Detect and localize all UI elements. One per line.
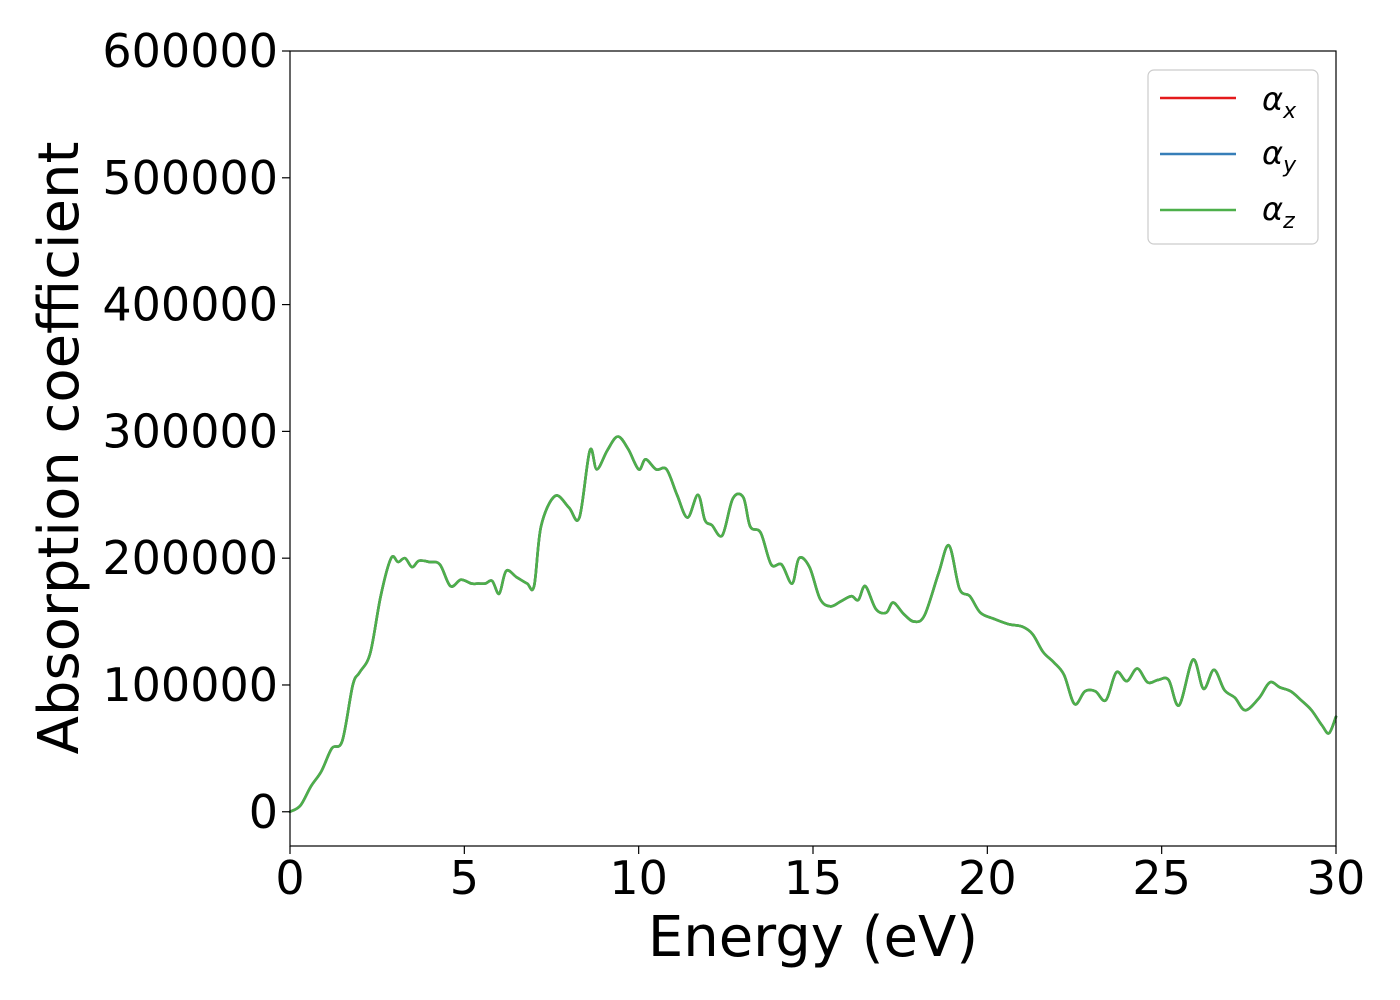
series-layer (288, 435, 1338, 814)
legend-label-z: αz (1262, 190, 1295, 234)
x-tick-label: 10 (609, 851, 668, 905)
x-tick-label: 25 (1132, 851, 1191, 905)
legend-box (1147, 69, 1319, 245)
x-tick-label: 5 (450, 851, 479, 905)
y-tick-label: 200000 (102, 531, 278, 585)
x-tick-label: 0 (275, 851, 304, 905)
y-tick-label: 100000 (102, 658, 278, 712)
x-axis-title: Energy (eV) (648, 905, 978, 970)
y-axis: 0 100000 200000 300000 400000 500000 600000 (102, 24, 290, 839)
y-axis-title: Absorption coefficient (27, 142, 92, 755)
y-tick-label: 500000 (102, 151, 278, 205)
y-tick-label: 600000 (102, 24, 278, 78)
legend-label-y: αy (1262, 134, 1297, 178)
y-tick-label: 0 (249, 785, 278, 839)
x-tick-label: 30 (1307, 851, 1366, 905)
legend-label-x: αx (1262, 80, 1297, 124)
series-line-z (288, 435, 1338, 814)
x-tick-label: 20 (958, 851, 1017, 905)
x-axis: 0 5 10 15 20 25 30 (275, 846, 1365, 905)
x-tick-label: 15 (784, 851, 843, 905)
y-tick-label: 400000 (102, 278, 278, 332)
legend: αx αy αz (1147, 69, 1319, 245)
y-tick-label: 300000 (102, 404, 278, 458)
